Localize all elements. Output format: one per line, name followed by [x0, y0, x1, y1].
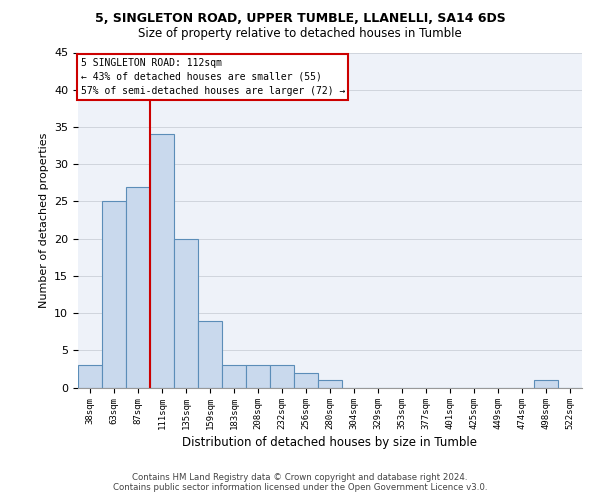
Bar — [294, 372, 318, 388]
Bar — [126, 186, 150, 388]
Bar — [246, 365, 270, 388]
Bar — [78, 365, 102, 388]
Bar — [198, 320, 222, 388]
X-axis label: Distribution of detached houses by size in Tumble: Distribution of detached houses by size … — [182, 436, 478, 450]
Text: Contains HM Land Registry data © Crown copyright and database right 2024.
Contai: Contains HM Land Registry data © Crown c… — [113, 473, 487, 492]
Text: Size of property relative to detached houses in Tumble: Size of property relative to detached ho… — [138, 28, 462, 40]
Bar — [150, 134, 174, 388]
Bar — [174, 238, 198, 388]
Bar — [318, 380, 342, 388]
Text: 5 SINGLETON ROAD: 112sqm
← 43% of detached houses are smaller (55)
57% of semi-d: 5 SINGLETON ROAD: 112sqm ← 43% of detach… — [80, 58, 345, 96]
Bar — [222, 365, 246, 388]
Bar — [534, 380, 558, 388]
Bar — [270, 365, 294, 388]
Text: 5, SINGLETON ROAD, UPPER TUMBLE, LLANELLI, SA14 6DS: 5, SINGLETON ROAD, UPPER TUMBLE, LLANELL… — [95, 12, 505, 26]
Y-axis label: Number of detached properties: Number of detached properties — [38, 132, 49, 308]
Bar — [102, 202, 126, 388]
